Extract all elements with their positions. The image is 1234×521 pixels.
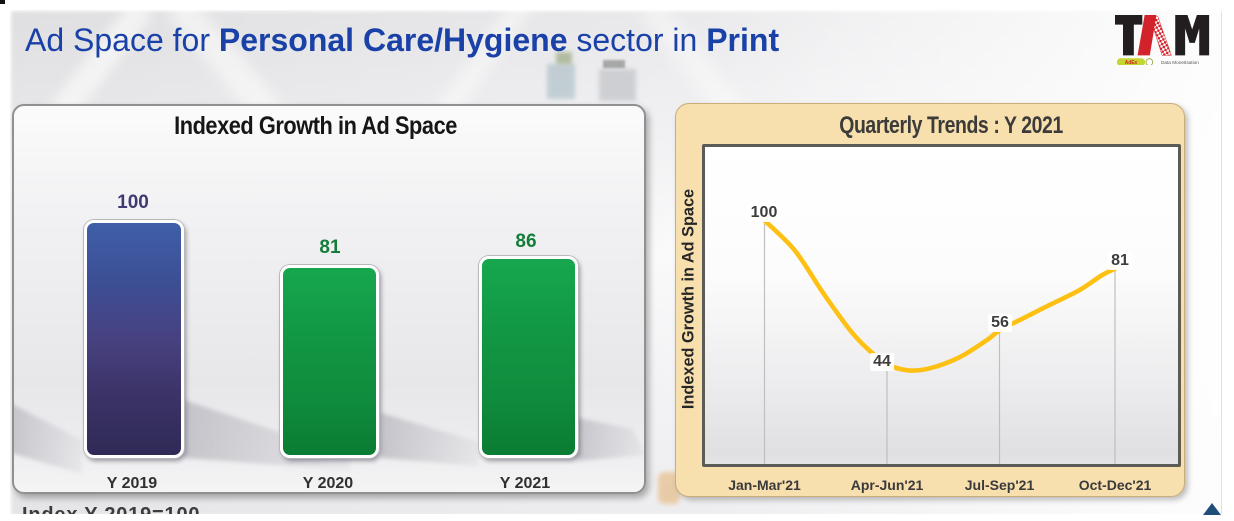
svg-text:Data Monetisation: Data Monetisation (1161, 60, 1199, 65)
svg-text:AdEx: AdEx (1125, 60, 1138, 65)
